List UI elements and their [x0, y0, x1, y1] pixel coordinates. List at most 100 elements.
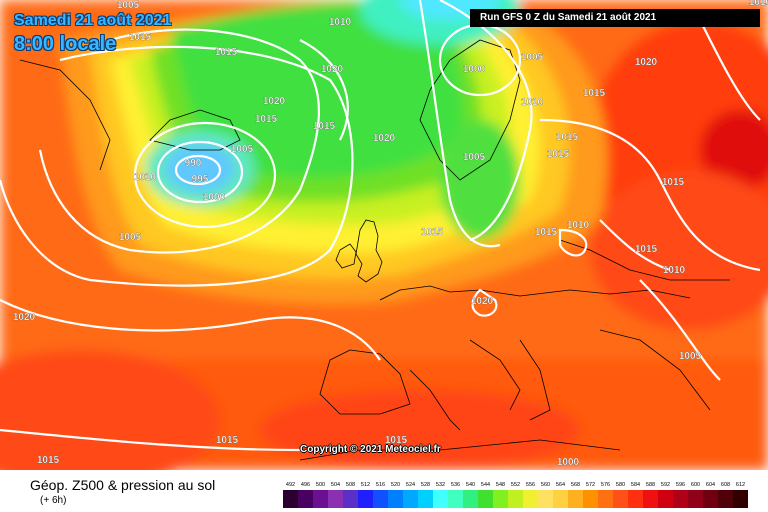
isobar-label: 1005: [679, 351, 702, 362]
weather-map: 1005101510151010102010201015101599099510…: [0, 0, 768, 470]
isobar-label: 1015: [421, 227, 444, 238]
coastlines: [19, 39, 730, 461]
isobar-label: 1015: [749, 0, 768, 8]
isobar-label: 990: [185, 158, 202, 169]
isobar-label: 1020: [321, 64, 344, 75]
isobar-lines: [0, 0, 760, 450]
legend-swatch: [673, 490, 688, 508]
isobar-label: 1020: [263, 96, 286, 107]
legend-swatch: [583, 490, 598, 508]
legend-label: 568: [571, 482, 580, 488]
legend-label: 576: [601, 482, 610, 488]
legend-label: 512: [361, 482, 370, 488]
isobar-label: 1010: [329, 17, 352, 28]
legend-swatch: [643, 490, 658, 508]
isobar-label: 1015: [556, 132, 579, 143]
legend-label: 588: [646, 482, 655, 488]
isobar-label: 1015: [385, 435, 408, 446]
legend-swatch: [298, 490, 313, 508]
isobar-label: 1015: [255, 114, 278, 125]
isobar-label: 995: [192, 174, 209, 185]
isobar-label: 1010: [521, 97, 544, 108]
legend-swatch: [343, 490, 358, 508]
isobar-label: 1015: [129, 32, 152, 43]
isobar-label: 1015: [662, 177, 685, 188]
map-date: Samedi 21 août 2021: [14, 12, 172, 29]
legend-label: 524: [406, 482, 415, 488]
isobar-label: 1015: [635, 244, 658, 255]
legend-swatch: [508, 490, 523, 508]
legend-label: 552: [511, 482, 520, 488]
legend-label: 548: [496, 482, 505, 488]
isobar-label: 1000: [463, 64, 486, 75]
isobar-label: 1010: [749, 0, 768, 8]
legend-label: 504: [331, 482, 340, 488]
legend-swatch: [313, 490, 328, 508]
map-local-time: 8:00 locale: [14, 33, 117, 55]
legend-swatch: [478, 490, 493, 508]
legend-swatch: [403, 490, 418, 508]
legend-swatch: [718, 490, 733, 508]
isobar-label: 1015: [313, 121, 336, 132]
isobar-label: 1010: [663, 265, 686, 276]
legend-swatch: [568, 490, 583, 508]
legend-swatch: [463, 490, 478, 508]
legend-label: 492: [286, 482, 295, 488]
legend-swatch: [553, 490, 568, 508]
isobar-label: 1005: [521, 52, 544, 63]
legend-label: 556: [526, 482, 535, 488]
legend-swatch: [538, 490, 553, 508]
legend-swatch: [448, 490, 463, 508]
forecast-step: (+ 6h): [40, 495, 67, 506]
isobar-label: 1015: [215, 47, 238, 58]
geopotential-field: [0, 0, 768, 470]
legend-label: 592: [661, 482, 670, 488]
legend-swatch: [388, 490, 403, 508]
legend-swatch: [703, 490, 718, 508]
legend-label: 520: [391, 482, 400, 488]
legend-label: 540: [466, 482, 475, 488]
legend-swatch: [733, 490, 748, 508]
legend-swatch: [523, 490, 538, 508]
color-legend: 492 496 500 504 508 512 516 520 524 528 532 536 540 5…: [283, 482, 748, 508]
legend-label: 528: [421, 482, 430, 488]
legend-swatch: [493, 490, 508, 508]
legend-label: 612: [736, 482, 745, 488]
isobar-label: 1015: [547, 149, 570, 160]
legend-swatch: [418, 490, 433, 508]
legend-label: 584: [631, 482, 640, 488]
legend-swatch: [613, 490, 628, 508]
isobar-label: 1020: [13, 312, 36, 323]
legend-label: 516: [376, 482, 385, 488]
isobar-label: 1010: [134, 172, 157, 183]
legend-label: 560: [541, 482, 550, 488]
isobar-label: 1015: [583, 88, 606, 99]
isobar-label: 1020: [373, 133, 396, 144]
legend-label: 544: [481, 482, 490, 488]
legend-swatch: [328, 490, 343, 508]
isobar-label: 1015: [37, 455, 60, 466]
isobar-label: 1005: [231, 144, 254, 155]
isobar-label: 1005: [463, 152, 486, 163]
isobar-label: 1020: [635, 57, 658, 68]
legend-label: 604: [706, 482, 715, 488]
legend-swatch: [283, 490, 298, 508]
isobar-label: 1010: [567, 220, 590, 231]
isobar-label: 1005: [117, 0, 140, 11]
isobar-label: 1005: [119, 232, 142, 243]
isobar-label: 1000: [557, 457, 580, 468]
copyright-notice: Copyright © 2021 Meteociel.fr: [300, 444, 441, 455]
legend-label: 572: [586, 482, 595, 488]
legend-swatch: [433, 490, 448, 508]
legend-label: 608: [721, 482, 730, 488]
legend-label: 500: [316, 482, 325, 488]
isobar-label: 1020: [471, 296, 494, 307]
legend-label: 508: [346, 482, 355, 488]
isobar-label: 1015: [535, 227, 558, 238]
legend-swatch: [373, 490, 388, 508]
legend-label: 536: [451, 482, 460, 488]
legend-swatch: [598, 490, 613, 508]
isobar-labels: 1005101510151010102010201015101599099510…: [13, 0, 768, 468]
legend-label: 596: [676, 482, 685, 488]
legend-label: 580: [616, 482, 625, 488]
